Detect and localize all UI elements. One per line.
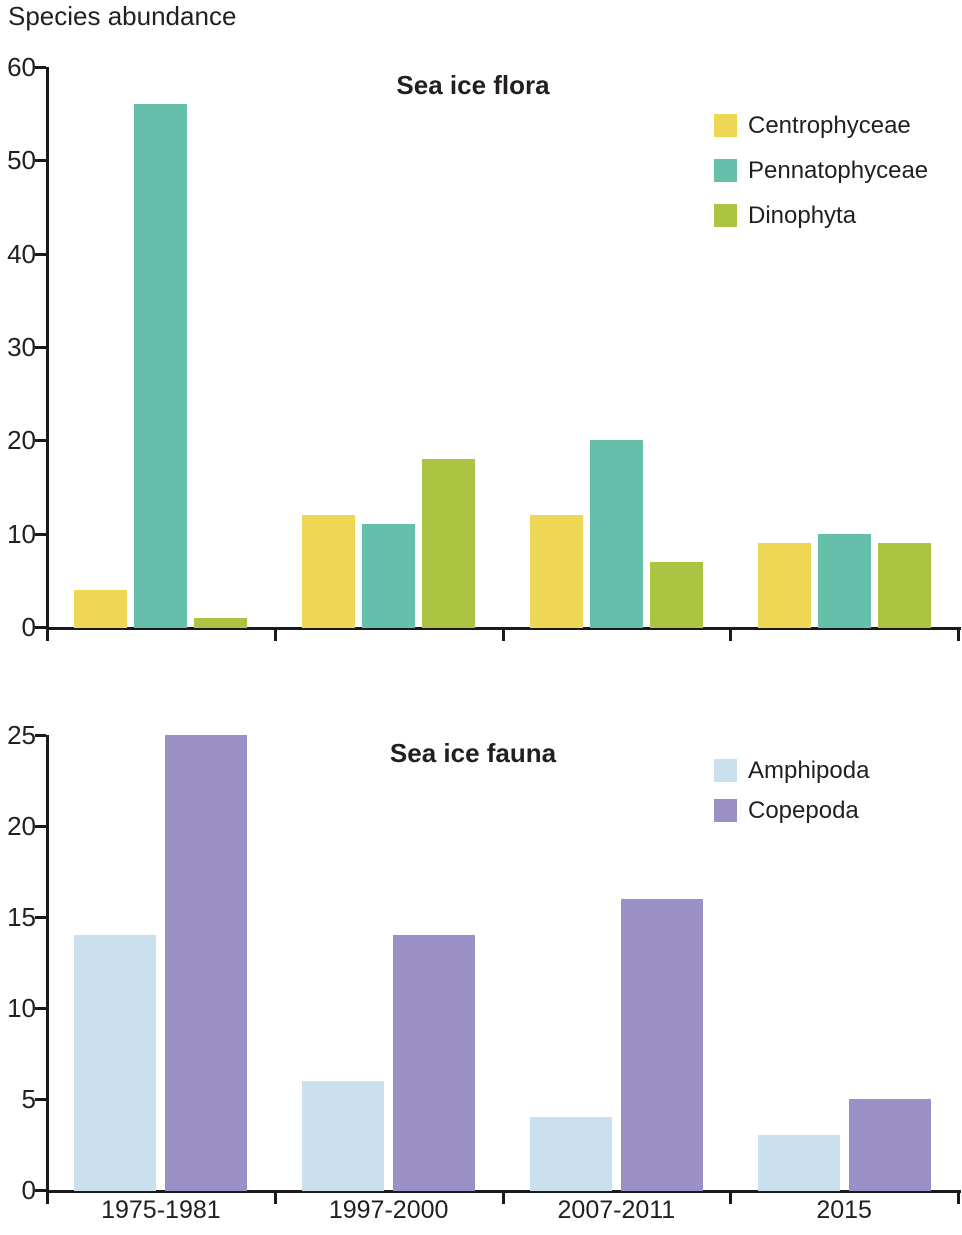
x-tick (957, 630, 960, 641)
y-tick-label: 30 (7, 332, 36, 362)
y-tick (35, 252, 46, 256)
y-tick-label: 10 (7, 993, 36, 1023)
bar-dinophyta-1997-2000 (422, 459, 476, 628)
y-tick (35, 532, 46, 536)
y-tick-label: 0 (21, 1175, 36, 1205)
legend-swatch-amphipoda (714, 759, 737, 782)
y-tick-label: 5 (21, 1084, 36, 1114)
x-axis (46, 627, 961, 630)
bar-pennatophyceae-1975-1981 (134, 104, 188, 628)
bar-pennatophyceae-1997-2000 (362, 524, 416, 628)
page-title: Species abundance (8, 1, 237, 31)
y-axis (46, 67, 49, 630)
bar-centrophyceae-1997-2000 (302, 515, 356, 628)
y-tick (35, 66, 46, 69)
y-tick (35, 626, 46, 629)
x-axis (46, 1190, 961, 1193)
y-tick-label: 20 (7, 811, 36, 841)
y-tick-label: 10 (7, 518, 36, 549)
y-tick-label: 15 (7, 902, 36, 932)
bar-centrophyceae-2007-2011 (529, 515, 583, 628)
chart-title-flora: Sea ice flora (396, 70, 550, 100)
legend-swatch-dinophyta (714, 204, 737, 227)
y-tick-label: 50 (7, 145, 36, 176)
bar-centrophyceae-1975-1981 (74, 589, 128, 628)
y-tick (35, 159, 46, 163)
legend-label-pennatophyceae: Pennatophyceae (748, 157, 929, 184)
legend-label-copepoda: Copepoda (748, 797, 859, 824)
x-category-label: 2007-2011 (557, 1196, 676, 1224)
legend-label-dinophyta: Dinophyta (748, 202, 857, 229)
x-tick (729, 630, 733, 641)
y-tick (35, 734, 46, 737)
x-tick (46, 1193, 49, 1204)
bar-pennatophyceae-2015 (817, 533, 871, 628)
legend-label-amphipoda: Amphipoda (748, 757, 870, 784)
x-tick (46, 630, 49, 641)
legend-swatch-copepoda (714, 799, 737, 822)
x-tick (501, 1193, 505, 1204)
bar-amphipoda-1975-1981 (74, 935, 157, 1191)
bar-amphipoda-2015 (757, 1135, 840, 1191)
y-tick (35, 1007, 46, 1010)
bar-centrophyceae-2015 (757, 543, 811, 628)
x-tick (273, 630, 277, 641)
x-tick (729, 1193, 733, 1204)
bar-dinophyta-1975-1981 (194, 617, 248, 628)
bar-copepoda-2007-2011 (620, 898, 703, 1191)
bar-copepoda-2015 (848, 1099, 931, 1191)
y-axis (46, 735, 49, 1193)
y-tick-label: 0 (21, 612, 36, 642)
y-tick (35, 825, 46, 828)
x-category-label: 1997-2000 (328, 1196, 449, 1224)
chart-title-fauna: Sea ice fauna (389, 738, 557, 768)
y-tick-label: 25 (7, 720, 36, 750)
y-tick (35, 439, 46, 443)
y-tick-label: 60 (7, 52, 36, 82)
y-tick (35, 346, 46, 349)
bar-pennatophyceae-2007-2011 (589, 440, 643, 628)
y-tick (35, 1098, 46, 1101)
x-category-label: 1975-1981 (101, 1196, 221, 1224)
bar-dinophyta-2007-2011 (649, 561, 703, 628)
y-tick-label: 40 (7, 238, 36, 269)
legend-swatch-centrophyceae (714, 114, 737, 137)
x-category-label: 2015 (816, 1196, 872, 1224)
y-tick-label: 20 (7, 425, 36, 456)
x-tick (501, 630, 505, 641)
x-tick (957, 1193, 960, 1204)
legend-swatch-pennatophyceae (714, 159, 737, 182)
bar-copepoda-1997-2000 (393, 935, 476, 1191)
bar-dinophyta-2015 (877, 543, 931, 628)
bar-amphipoda-2007-2011 (529, 1117, 612, 1191)
y-tick (35, 1189, 46, 1192)
bar-copepoda-1975-1981 (165, 735, 248, 1191)
legend-label-centrophyceae: Centrophyceae (748, 112, 911, 139)
y-tick (35, 916, 46, 919)
bar-amphipoda-1997-2000 (302, 1080, 385, 1191)
x-tick (273, 1193, 277, 1204)
